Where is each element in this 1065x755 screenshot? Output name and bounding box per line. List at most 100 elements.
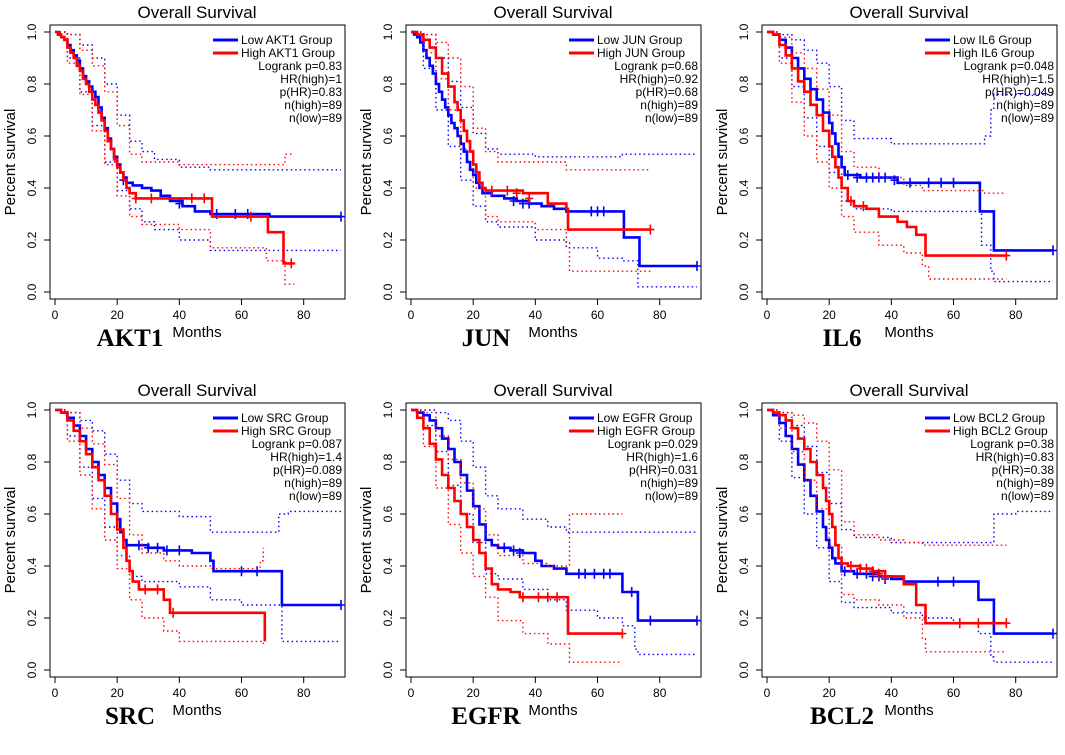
censor-mark <box>933 576 942 587</box>
stat-text: n(low)=89 <box>645 489 698 503</box>
series-high <box>411 30 655 272</box>
censor-mark <box>843 170 852 180</box>
censor-mark <box>627 587 636 597</box>
survival-curve <box>55 408 341 607</box>
y-tick-label: 0.6 <box>737 505 751 522</box>
censor-mark <box>618 628 627 639</box>
x-tick-label: 0 <box>764 686 771 700</box>
censor-mark <box>509 196 518 206</box>
plot-frame <box>761 24 1058 300</box>
ci-lower-line <box>767 409 1007 653</box>
km-plot: Overall Survival 0 20 40 60 80 0.0 0.2 0.4 0.6 0.8… <box>358 381 702 719</box>
gene-label: IL6 <box>822 325 862 352</box>
stat-text: HR(high)=1.6 <box>626 450 698 464</box>
y-axis-label: Percent survival <box>714 487 731 594</box>
x-tick-label: 80 <box>297 308 311 322</box>
km-plot: Overall Survival 0 20 40 60 80 0.0 0.2 0.4 0.6 0.8… <box>2 381 346 719</box>
stat-text: n(high)=89 <box>640 476 698 490</box>
ci-upper-line <box>55 409 341 533</box>
plot-frame <box>405 402 702 678</box>
y-tick-label: 0.4 <box>737 557 751 574</box>
censor-mark <box>693 261 701 271</box>
y-tick-label: 0.6 <box>25 127 39 144</box>
x-tick-label: 20 <box>466 686 480 700</box>
x-tick-label: 60 <box>947 308 961 322</box>
x-tick-label: 80 <box>653 686 667 700</box>
x-tick-label: 20 <box>822 686 836 700</box>
x-tick-label: 60 <box>591 308 605 322</box>
stat-text: Logrank p=0.048 <box>964 59 1055 73</box>
x-tick-label: 0 <box>52 686 59 700</box>
censor-mark <box>853 568 862 579</box>
censor-mark <box>1049 628 1057 639</box>
stat-text: HR(high)=1.4 <box>270 450 342 464</box>
chart-title: Overall Survival <box>493 3 612 22</box>
censor-mark <box>525 193 534 204</box>
censor-mark <box>512 188 521 199</box>
censor-mark <box>646 615 655 626</box>
censor-mark <box>868 566 877 577</box>
series-low <box>411 30 701 288</box>
gene-label: EGFR <box>451 703 521 730</box>
censor-mark <box>131 193 140 204</box>
censor-mark <box>846 561 855 571</box>
censor-mark <box>153 542 162 553</box>
y-tick-label: 0.0 <box>737 661 751 678</box>
y-tick-label: 1.0 <box>25 401 39 418</box>
chart-title: Overall Survival <box>849 3 968 22</box>
censor-mark <box>1002 250 1011 261</box>
stat-text: n(low)=89 <box>645 111 698 125</box>
x-axis-label: Months <box>172 702 221 719</box>
stat-text: Logrank p=0.087 <box>252 437 343 451</box>
censor-mark <box>853 172 862 183</box>
stat-text: n(low)=89 <box>289 111 342 125</box>
censor-mark <box>515 548 524 558</box>
stat-text: n(low)=89 <box>1001 111 1054 125</box>
legend-label: High AKT1 Group <box>241 46 335 60</box>
y-tick-label: 0.2 <box>737 231 751 248</box>
x-tick-label: 40 <box>885 686 899 700</box>
stat-text: HR(high)=0.92 <box>620 72 699 86</box>
y-tick-label: 1.0 <box>25 23 39 40</box>
censor-mark <box>646 224 655 235</box>
x-tick-label: 40 <box>529 686 543 700</box>
censor-mark <box>144 542 153 553</box>
ci-lower-line <box>411 409 623 663</box>
legend-label: Low JUN Group <box>597 33 683 47</box>
y-tick-label: 0.0 <box>737 283 751 300</box>
stat-text: p(HR)=0.089 <box>273 463 342 477</box>
x-tick-label: 20 <box>110 686 124 700</box>
survival-curve <box>55 30 295 265</box>
ci-upper-line <box>55 409 264 570</box>
plot-frame <box>49 24 346 300</box>
x-tick-label: 80 <box>297 686 311 700</box>
survival-curve <box>411 30 697 268</box>
km-plot: Overall Survival 0 20 40 60 80 0.0 0.2 0.4 0.6 0.8… <box>358 3 702 341</box>
y-tick-label: 0.2 <box>381 609 395 626</box>
censor-mark <box>487 185 496 196</box>
censor-mark <box>974 618 983 629</box>
survival-curve <box>411 408 623 635</box>
censor-mark <box>581 568 590 579</box>
series-high <box>767 30 1011 280</box>
x-axis-label: Months <box>884 702 933 719</box>
y-axis-label: Percent survival <box>2 109 19 216</box>
x-tick-label: 80 <box>1009 686 1023 700</box>
stat-text: p(HR)=0.049 <box>985 85 1054 99</box>
gene-label: BCL2 <box>810 703 874 730</box>
x-tick-label: 20 <box>822 308 836 322</box>
x-tick-label: 40 <box>529 308 543 322</box>
km-plot: Overall Survival 0 20 40 60 80 0.0 0.2 0.4 0.6 0.8… <box>714 381 1058 719</box>
y-tick-label: 1.0 <box>737 23 751 40</box>
y-tick-label: 0.6 <box>381 505 395 522</box>
censor-mark <box>153 584 162 595</box>
x-tick-label: 40 <box>173 308 187 322</box>
legend-label: Low IL6 Group <box>953 33 1032 47</box>
ci-upper-line <box>411 31 651 171</box>
stat-text: n(high)=89 <box>996 476 1054 490</box>
censor-mark <box>175 545 184 556</box>
km-plot: Overall Survival 0 20 40 60 80 0.0 0.2 0.4 0.6 0.8… <box>714 3 1058 341</box>
km-panel-jun: Overall Survival 0 20 40 60 80 0.0 0.2 0.4 0.6 0.8… <box>356 0 711 377</box>
censor-mark <box>949 177 958 188</box>
x-tick-label: 60 <box>235 308 249 322</box>
